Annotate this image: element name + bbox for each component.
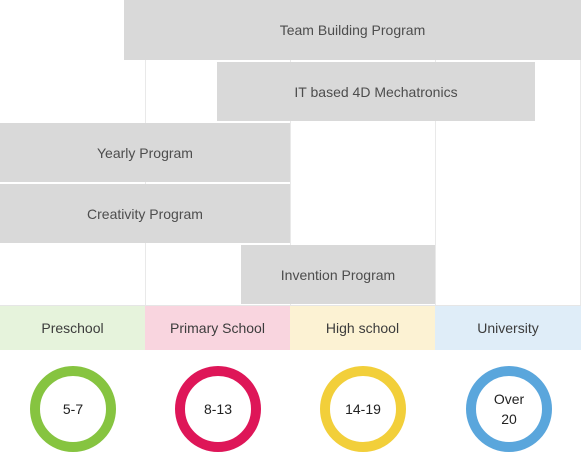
program-bar-invention: Invention Program [241, 245, 435, 304]
program-bar-yearly: Yearly Program [0, 123, 290, 182]
program-bar-mechatronics: IT based 4D Mechatronics [217, 62, 535, 121]
program-bar-team-building: Team Building Program [124, 0, 581, 60]
level-university: University [435, 305, 581, 350]
level-preschool: Preschool [0, 305, 145, 350]
age-ring-14-19: 14-19 [320, 366, 406, 452]
program-bar-creativity: Creativity Program [0, 184, 290, 243]
age-ring-label: 8-13 [203, 401, 233, 417]
level-high-school: High school [290, 305, 435, 350]
age-ring-5-7: 5-7 [30, 366, 116, 452]
age-ring-label: 5-7 [62, 401, 84, 417]
age-ring-label: 14-19 [345, 401, 381, 417]
age-ring-8-13: 8-13 [175, 366, 261, 452]
age-ring-label: Over 20 [493, 391, 525, 427]
age-ring-over-20: Over 20 [466, 366, 552, 452]
level-primary-school: Primary School [145, 305, 290, 350]
column-divider [290, 0, 291, 305]
column-divider [435, 0, 436, 305]
